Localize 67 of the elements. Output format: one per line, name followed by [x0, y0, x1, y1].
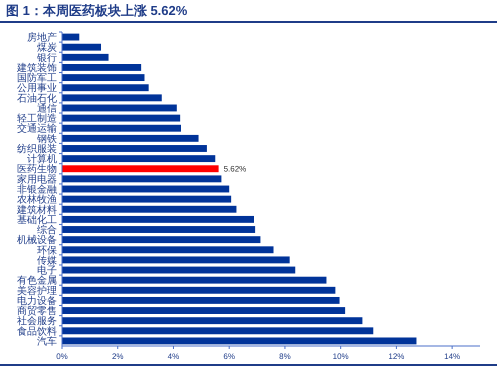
y-tick-label: 非银金融 [17, 184, 57, 196]
y-tick-label: 银行 [36, 52, 57, 64]
y-tick-label: 公用事业 [17, 82, 57, 94]
y-tick-label: 农林牧渔 [17, 194, 57, 206]
y-tick-label: 综合 [37, 224, 57, 236]
bar [62, 104, 177, 112]
bar [62, 266, 296, 274]
data-label: 5.62% [224, 164, 246, 174]
bar [62, 196, 232, 203]
bar [62, 165, 219, 172]
y-tick-label: 美容护理 [17, 284, 57, 297]
bar [62, 54, 109, 61]
bar [62, 296, 340, 304]
bar [62, 186, 230, 192]
x-tick-label: 0% [56, 352, 68, 361]
y-tick-label: 有色金属 [17, 274, 57, 287]
chart-title: 图 1：本周医药板块上涨 5.62% [6, 3, 188, 18]
bar [62, 216, 254, 223]
bar [62, 34, 80, 41]
y-tick-label: 交通运输 [17, 122, 57, 135]
x-tick-label: 14% [444, 352, 460, 361]
bar [62, 327, 374, 334]
x-tick-label: 6% [223, 352, 235, 361]
y-tick-label: 环保 [37, 245, 57, 256]
y-tick-label: 钢铁 [36, 132, 57, 145]
x-tick-label: 2% [112, 352, 124, 361]
y-tick-label: 电子 [37, 264, 57, 277]
y-tick-label: 电力设备 [17, 294, 57, 307]
x-tick-label: 12% [388, 352, 404, 361]
bar [62, 256, 290, 264]
bar [62, 337, 416, 344]
bar [62, 44, 102, 51]
bar [62, 94, 162, 102]
x-tick-label: 4% [168, 352, 180, 361]
y-tick-label: 机械设备 [17, 234, 57, 246]
y-tick-label: 建筑装饰 [16, 62, 57, 74]
bar [62, 145, 207, 152]
bar [62, 286, 336, 294]
bar [62, 236, 260, 244]
y-tick-label: 通信 [37, 102, 57, 114]
y-tick-label: 汽车 [37, 335, 57, 348]
bar [62, 206, 236, 213]
y-tick-label: 社会服务 [17, 315, 57, 328]
bar [62, 307, 346, 314]
bar [62, 64, 142, 71]
bar [62, 175, 222, 182]
y-tick-label: 石油石化 [17, 92, 57, 104]
bar [62, 276, 326, 284]
y-tick-label: 传媒 [37, 255, 57, 266]
y-tick-label: 纺织服装 [17, 142, 57, 155]
bar [62, 317, 362, 324]
y-tick-label: 食品饮料 [17, 325, 57, 338]
bar [62, 226, 256, 233]
bar [62, 246, 274, 254]
y-tick-label: 建筑材料 [16, 204, 57, 216]
bar [62, 84, 149, 92]
bar [62, 134, 199, 142]
bar [62, 124, 181, 132]
bar [62, 114, 180, 122]
x-tick-label: 10% [332, 352, 349, 361]
y-tick-label: 医药生物 [17, 163, 57, 176]
y-tick-label: 煤炭 [37, 42, 57, 54]
y-tick-label: 基础化工 [17, 214, 57, 226]
y-tick-label: 家用电器 [17, 173, 57, 186]
bar [62, 74, 144, 82]
x-tick-label: 8% [279, 352, 291, 361]
bar [62, 155, 216, 162]
